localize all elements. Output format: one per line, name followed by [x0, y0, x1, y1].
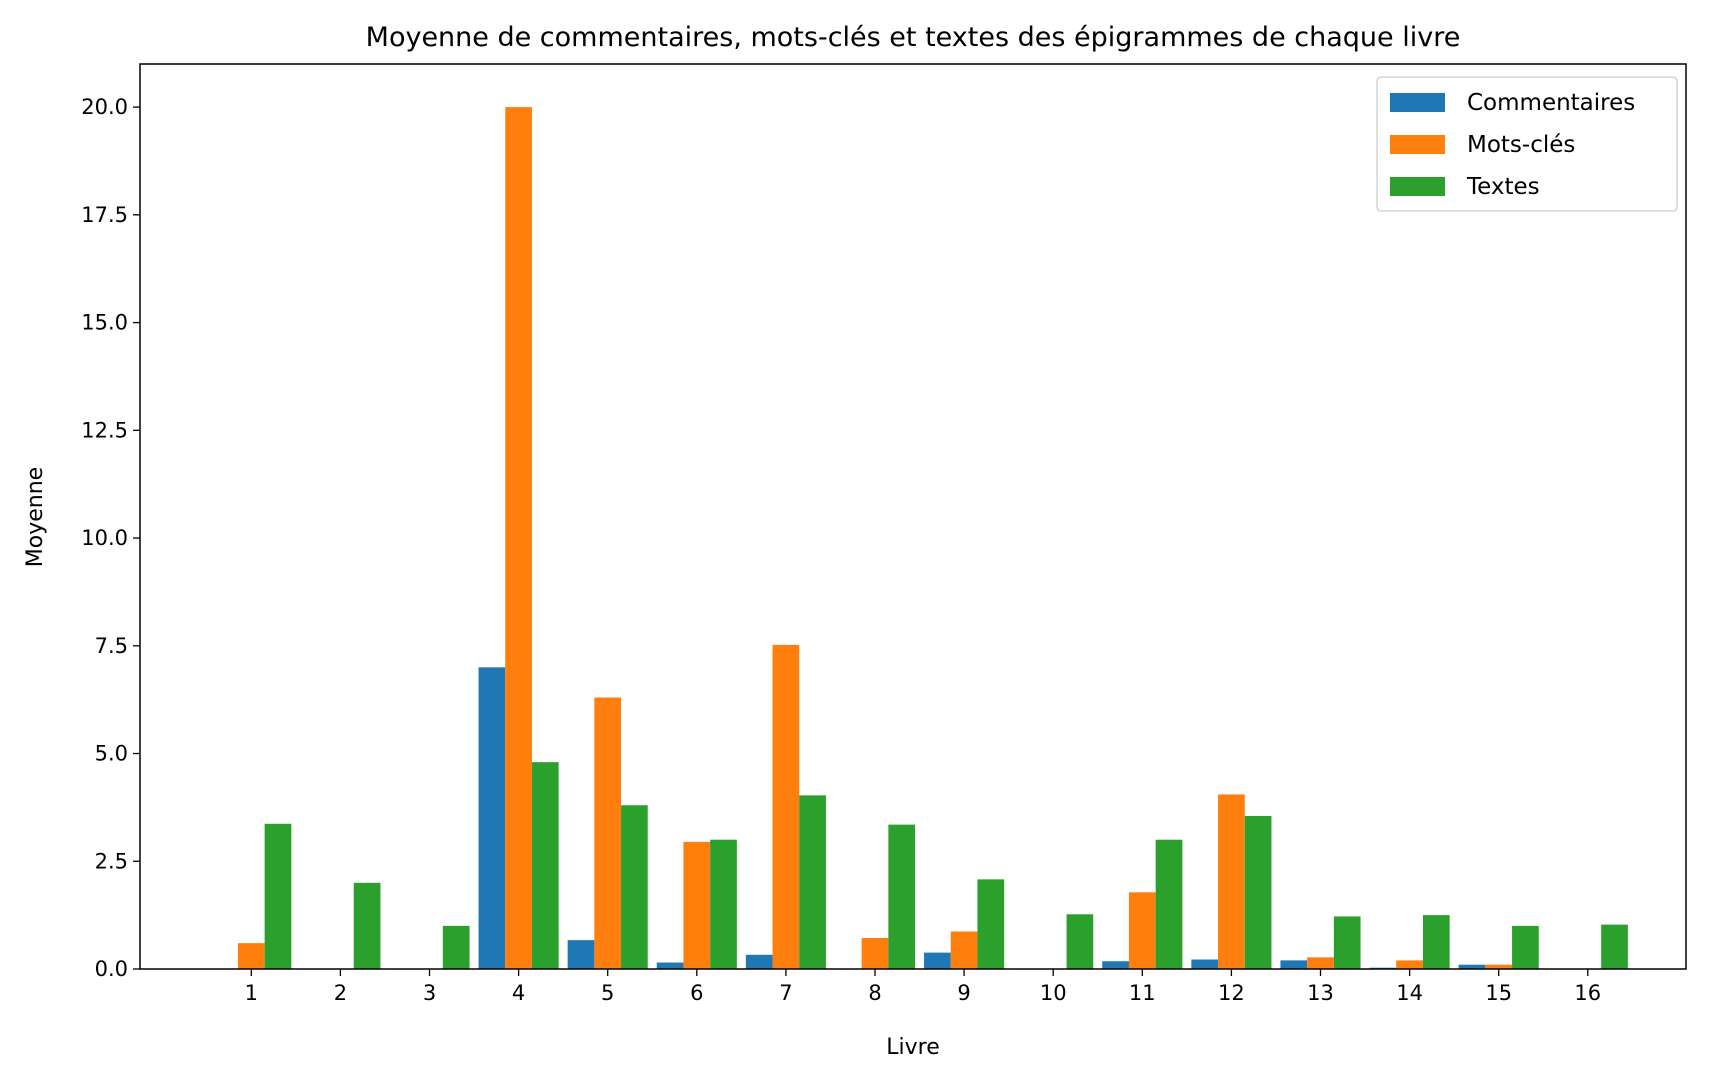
x-tick-label: 4 — [512, 981, 525, 1005]
x-tick-label: 16 — [1574, 981, 1601, 1005]
legend-swatch — [1390, 135, 1445, 154]
y-tick-label: 20.0 — [81, 95, 128, 119]
bar-textes-3 — [442, 925, 470, 969]
bar-mots-cl-s-13 — [1307, 957, 1334, 969]
x-tick-label: 9 — [957, 981, 970, 1005]
bar-commentaires-13 — [1280, 960, 1308, 969]
legend-label: Mots-clés — [1467, 132, 1575, 158]
bar-textes-1 — [264, 823, 292, 969]
y-tick-label: 12.5 — [81, 418, 128, 442]
x-tick-label: 1 — [245, 981, 258, 1005]
x-tick-label: 6 — [690, 981, 703, 1005]
legend: Commentaires Mots-clés Textes — [1376, 76, 1678, 212]
bar-commentaires-5 — [567, 940, 595, 969]
bar-textes-5 — [621, 805, 648, 969]
bar-mots-cl-s-14 — [1396, 960, 1423, 969]
x-tick-label: 10 — [1040, 981, 1067, 1005]
bar-mots-cl-s-6 — [683, 841, 711, 969]
bar-mots-cl-s-4 — [505, 107, 532, 970]
plot-bars — [237, 107, 1628, 970]
bar-textes-13 — [1333, 916, 1361, 969]
x-tick-label: 8 — [868, 981, 881, 1005]
legend-swatch — [1390, 93, 1445, 112]
x-tick-label: 3 — [423, 981, 436, 1005]
x-tick-label: 7 — [779, 981, 792, 1005]
x-tick-label: 2 — [334, 981, 347, 1005]
legend-label: Commentaires — [1467, 90, 1635, 116]
bar-textes-6 — [710, 839, 737, 969]
bar-commentaires-4 — [478, 667, 506, 969]
x-tick-label: 15 — [1485, 981, 1512, 1005]
bar-textes-14 — [1422, 915, 1450, 969]
y-tick-label: 10.0 — [81, 526, 128, 550]
y-tick-label: 15.0 — [81, 311, 128, 335]
bar-textes-4 — [531, 762, 559, 969]
bar-mots-cl-s-12 — [1218, 794, 1245, 969]
bar-mots-cl-s-11 — [1128, 892, 1156, 969]
y-axis: 0.0 2.5 5.0 7.5 10.0 12.5 15.0 17.5 20.0 — [81, 95, 140, 981]
bar-mots-cl-s-9 — [950, 931, 978, 969]
x-tick-label: 5 — [601, 981, 614, 1005]
y-tick-label: 0.0 — [95, 957, 128, 981]
x-tick-label: 13 — [1307, 981, 1334, 1005]
bar-textes-15 — [1512, 925, 1539, 969]
bar-commentaires-9 — [924, 952, 951, 969]
bar-textes-7 — [799, 795, 826, 969]
x-axis: 1 2 3 4 5 6 7 8 9 10 11 12 13 14 15 16 — [245, 969, 1601, 1005]
y-tick-label: 17.5 — [81, 203, 128, 227]
x-axis-label: Livre — [886, 1035, 940, 1060]
bar-textes-12 — [1244, 816, 1272, 969]
bar-textes-2 — [353, 882, 381, 969]
legend-box — [1376, 76, 1678, 212]
plot-frame — [139, 63, 1687, 970]
bar-commentaires-11 — [1102, 961, 1129, 969]
bar-textes-11 — [1155, 839, 1183, 969]
x-tick-label: 12 — [1218, 981, 1245, 1005]
chart-title: Moyenne de commentaires, mots-clés et te… — [366, 22, 1461, 53]
x-tick-label: 11 — [1129, 981, 1156, 1005]
y-tick-label: 5.0 — [95, 742, 128, 766]
bar-textes-8 — [888, 824, 916, 969]
bar-commentaires-6 — [656, 962, 684, 969]
bar-mots-cl-s-5 — [594, 697, 622, 969]
legend-swatch — [1390, 177, 1445, 196]
bar-textes-16 — [1601, 924, 1628, 969]
bar-textes-9 — [977, 879, 1005, 969]
bar-mots-cl-s-15 — [1485, 964, 1513, 969]
y-axis-label: Moyenne — [23, 467, 48, 567]
y-tick-label: 2.5 — [95, 849, 128, 873]
bar-mots-cl-s-7 — [772, 644, 800, 969]
bar-commentaires-12 — [1191, 959, 1219, 969]
x-tick-label: 14 — [1396, 981, 1423, 1005]
bar-commentaires-7 — [745, 954, 773, 969]
bar-mots-cl-s-1 — [237, 943, 265, 969]
legend-label: Textes — [1466, 174, 1540, 200]
bar-commentaires-15 — [1458, 964, 1486, 969]
bar-textes-10 — [1066, 914, 1094, 969]
y-tick-label: 7.5 — [95, 634, 128, 658]
bar-mots-cl-s-8 — [861, 937, 889, 969]
